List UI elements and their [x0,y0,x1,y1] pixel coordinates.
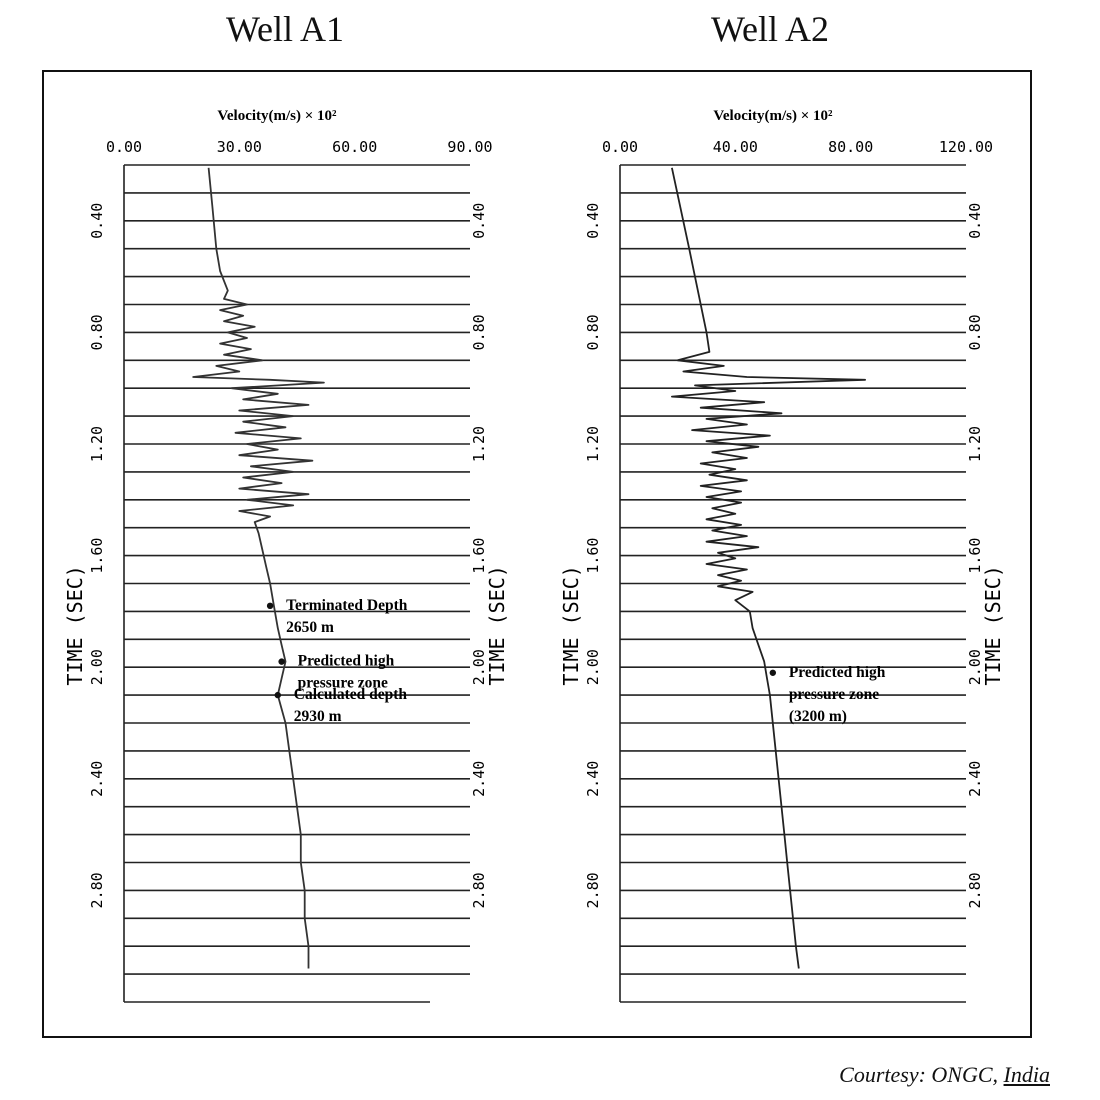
x-tick-label: 0.00 [106,138,142,156]
x-tick-label: 60.00 [332,138,377,156]
y-tick-label-right: 1.20 [470,426,488,462]
y-tick-label-right: 2.40 [966,761,984,797]
panel-well-a2: Velocity(m/s) × 10² 0.00 40.00 80.00 120.00 0… [559,108,1005,1003]
annotation-label: Calculated depth [294,686,408,703]
x-tick-label: 120.00 [939,138,993,156]
y-tick-label-right: 2.80 [966,872,984,908]
y-tick-label-left: 2.00 [88,649,106,685]
y-tick-label-left: 1.20 [88,426,106,462]
y-axis-label-right: TIME (SEC) [485,565,509,685]
y-tick-label-right: 1.20 [966,426,984,462]
well-a2-title: Well A2 [710,9,830,49]
courtesy-country: India [1003,1062,1050,1087]
y-tick-label-left: 2.00 [584,649,602,685]
annotation-marker [278,658,285,665]
y-tick-label-left: 2.40 [584,761,602,797]
y-tick-label-left: 0.40 [584,203,602,239]
panel-well-a1: Velocity(m/s) × 10² 0.00 30.00 60.00 90.00 0.… [63,108,509,1003]
x-tick-label: 0.00 [602,138,638,156]
y-tick-label-right: 1.60 [470,538,488,574]
y-tick-label-right: 0.40 [470,203,488,239]
annotation-marker [769,669,777,676]
y-tick-label-left: 0.80 [584,314,602,350]
y-tick-label-right: 0.80 [470,314,488,350]
annotation-label: 2930 m [294,708,342,725]
y-tick-label-left: 0.80 [88,314,106,350]
y-tick-label-right: 1.60 [966,538,984,574]
x-axis-label: Velocity(m/s) × 10² [217,108,337,124]
y-tick-label-left: 1.60 [584,538,602,574]
y-tick-label-left: 1.60 [88,538,106,574]
x-tick-label: 30.00 [217,138,262,156]
y-tick-label-right: 2.00 [966,649,984,685]
annotation-marker [266,602,274,610]
y-tick-label-right: 0.40 [966,203,984,239]
annotation-label: pressure zone [789,686,879,703]
x-tick-label: 40.00 [713,138,758,156]
annotation-label: Terminated Depth [286,597,408,614]
courtesy-prefix: Courtesy: ONGC, [839,1062,1004,1087]
annotation-label: pressure zone [298,675,388,692]
y-tick-label-left: 2.80 [584,872,602,908]
annotation-label: Predicted high [789,664,886,681]
y-axis-label-left: TIME (SEC) [63,565,87,685]
velocity-series-line [192,167,325,969]
annotation-marker [274,691,281,699]
well-a1-title: Well A1 [225,9,345,49]
courtesy-note: Courtesy: ONGC, India [839,1062,1050,1088]
x-axis-label: Velocity(m/s) × 10² [713,108,833,124]
y-tick-label-left: 1.20 [584,426,602,462]
velocity-series-line [671,167,866,969]
y-axis-label-right: TIME (SEC) [981,565,1005,685]
y-tick-label-left: 2.80 [88,872,106,908]
figure-frame [42,70,1032,1038]
annotation-label: 2650 m [286,619,334,636]
y-tick-label-right: 0.80 [966,314,984,350]
y-tick-label-right: 2.00 [470,649,488,685]
y-axis-label-left: TIME (SEC) [559,565,583,685]
annotation-label: (3200 m) [789,708,847,725]
y-tick-label-right: 2.80 [470,872,488,908]
y-tick-label-left: 2.40 [88,761,106,797]
x-tick-label: 80.00 [828,138,873,156]
y-tick-label-left: 0.40 [88,203,106,239]
annotation-label: Predicted high [298,653,395,670]
x-tick-label: 90.00 [447,138,492,156]
y-tick-label-right: 2.40 [470,761,488,797]
